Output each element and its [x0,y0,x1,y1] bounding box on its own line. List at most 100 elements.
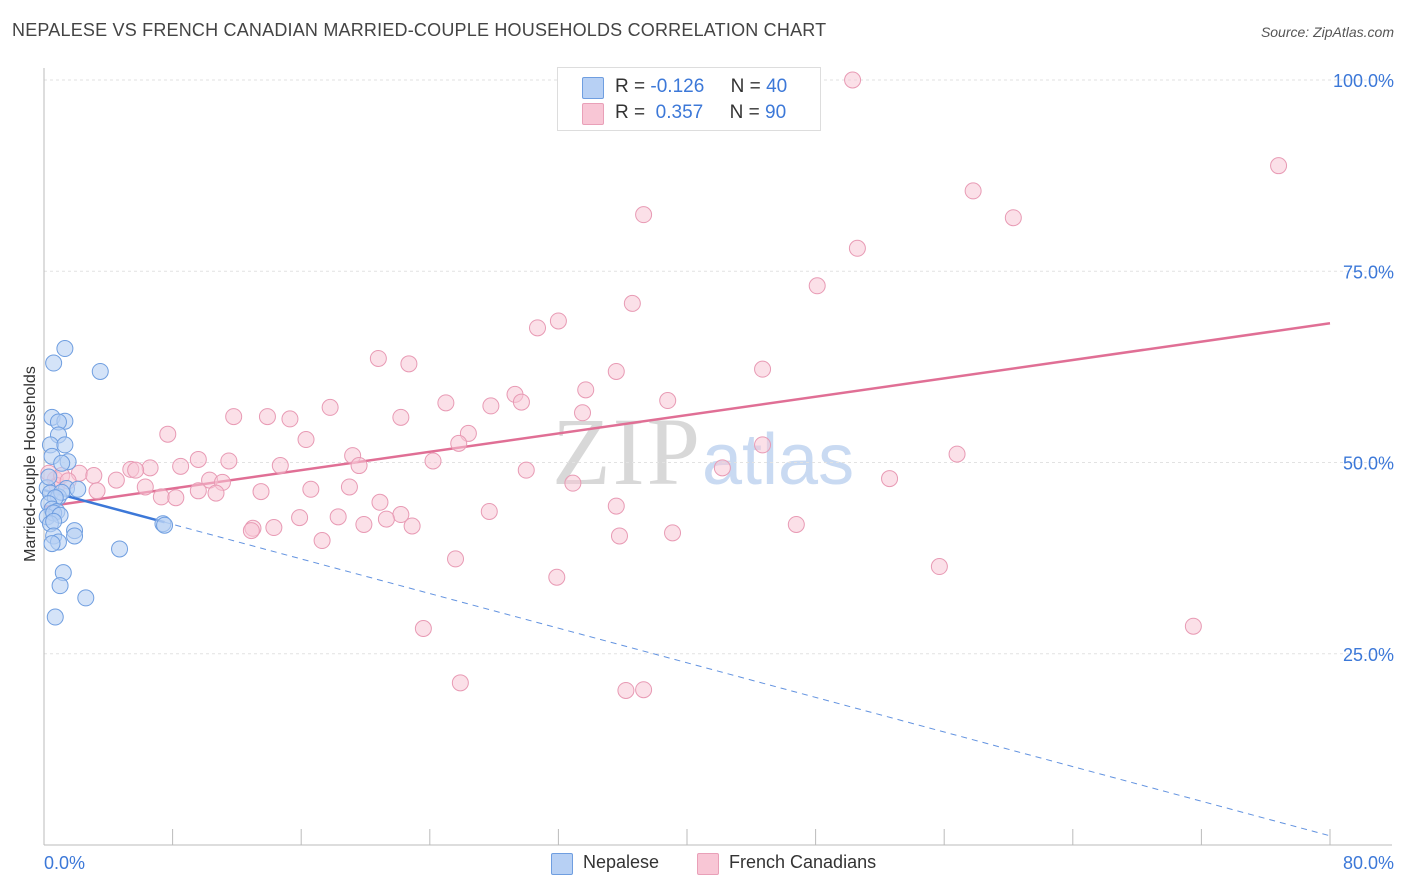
legend-n-value: 90 [765,102,787,123]
trend-line-nepalese-extension [164,521,1331,837]
data-point-french-canadians [564,474,582,492]
series-label-nepalese: Nepalese [583,852,660,872]
data-point-french-canadians [302,480,320,498]
tick-label-layer: 25.0% 50.0% 75.0% 100.0% 0.0% 80.0% [44,71,1394,873]
data-point-nepalese [69,480,87,498]
trend-line-french-canadians [43,322,1331,509]
data-point-french-canadians [281,410,299,428]
series-label-french-canadians: French Canadians [729,852,877,872]
data-point-french-canadians [451,674,469,692]
y-tick-label: 25.0% [1343,645,1394,665]
legend-text-nepalese: R = -0.126 N = 40 [615,76,787,98]
data-point-french-canadians [189,482,207,500]
y-tick-label: 75.0% [1343,262,1394,282]
data-point-french-canadians [329,508,347,526]
data-point-french-canadians [369,349,387,367]
x-tick-label: 80.0% [1343,853,1394,873]
data-point-french-canadians [152,488,170,506]
legend-swatch-blue [582,77,604,99]
chart-source: Source: ZipAtlas.com [1260,24,1394,40]
data-point-french-canadians [787,515,805,533]
data-point-french-canadians [754,436,772,454]
data-point-french-canadians [88,482,106,500]
data-point-nepalese [45,512,63,530]
data-point-french-canadians [107,471,125,489]
data-point-french-canadians [265,519,283,537]
data-point-french-canadians [659,392,677,410]
legend-r-value: 0.357 [655,102,704,123]
y-axis-label-wrap: Married-couple Households [16,0,40,892]
data-point-french-canadians [482,397,500,415]
data-point-nepalese [56,340,74,358]
data-point-french-canadians [252,483,270,501]
series-swatch-pink [697,853,719,875]
data-point-french-canadians [607,497,625,515]
data-point-french-canadians [189,450,207,468]
grid-layer [44,79,1392,655]
data-point-french-canadians [424,452,442,470]
watermark-atlas: atlas [702,420,855,500]
data-point-french-canadians [437,394,455,412]
legend-n-label: N = [730,76,761,97]
legend-r-label: R = [615,76,646,97]
series-swatch-blue [551,853,573,875]
y-axis-label: Married-couple Households [22,366,39,562]
data-point-french-canadians [1270,157,1288,175]
data-point-french-canadians [617,681,635,699]
data-point-french-canadians [623,294,641,312]
data-point-french-canadians [577,381,595,399]
y-tick-label: 100.0% [1333,71,1394,91]
data-point-french-canadians [371,493,389,511]
data-point-french-canadians [167,489,185,507]
data-point-french-canadians [172,457,190,475]
data-point-french-canadians [713,459,731,477]
data-point-french-canadians [754,360,772,378]
data-point-french-canadians [447,550,465,568]
data-point-french-canadians [350,457,368,475]
data-point-nepalese [56,436,74,454]
data-point-french-canadians [392,408,410,426]
data-point-nepalese [40,468,58,486]
data-point-french-canadians [607,362,625,380]
data-point-french-canadians [610,527,628,545]
data-point-french-canadians [377,510,395,528]
data-point-french-canadians [548,568,566,586]
legend-text-french-canadians: R = 0.357 N = 90 [615,102,786,124]
data-point-french-canadians [529,319,547,337]
data-point-french-canadians [948,445,966,463]
data-point-french-canadians [930,558,948,576]
legend-n-label: N = [729,102,760,123]
x-tick-label: 0.0% [44,853,85,873]
data-point-french-canadians [881,470,899,488]
data-point-french-canadians [480,502,498,520]
data-point-french-canadians [220,452,238,470]
data-point-nepalese [77,589,95,607]
data-point-nepalese [51,577,69,595]
data-point-french-canadians [844,71,862,89]
data-point-french-canadians [355,515,373,533]
trend-layer [43,322,1331,837]
data-point-nepalese [43,535,61,553]
data-point-nepalese [46,608,64,626]
points-layer [38,69,1288,699]
data-point-french-canadians [207,484,225,502]
data-point-french-canadians [450,434,468,452]
data-point-french-canadians [127,461,145,479]
data-point-french-canadians [271,457,289,475]
data-point-nepalese [111,540,129,558]
data-point-nepalese [156,516,174,534]
data-point-nepalese [45,354,63,372]
series-legend: Nepalese French Canadians [0,852,1406,878]
correlation-legend: R = -0.126 N = 40 R = 0.357 N = 90 [557,67,821,131]
y-tick-label: 50.0% [1343,454,1394,474]
data-point-french-canadians [635,206,653,224]
data-point-french-canadians [549,312,567,330]
axis-layer [43,68,1392,846]
data-point-french-canadians [403,517,421,535]
data-point-french-canadians [291,509,309,527]
legend-n-value: 40 [766,76,788,97]
data-point-french-canadians [141,459,159,477]
chart-title: NEPALESE VS FRENCH CANADIAN MARRIED-COUP… [12,20,827,40]
data-point-french-canadians [574,404,592,422]
